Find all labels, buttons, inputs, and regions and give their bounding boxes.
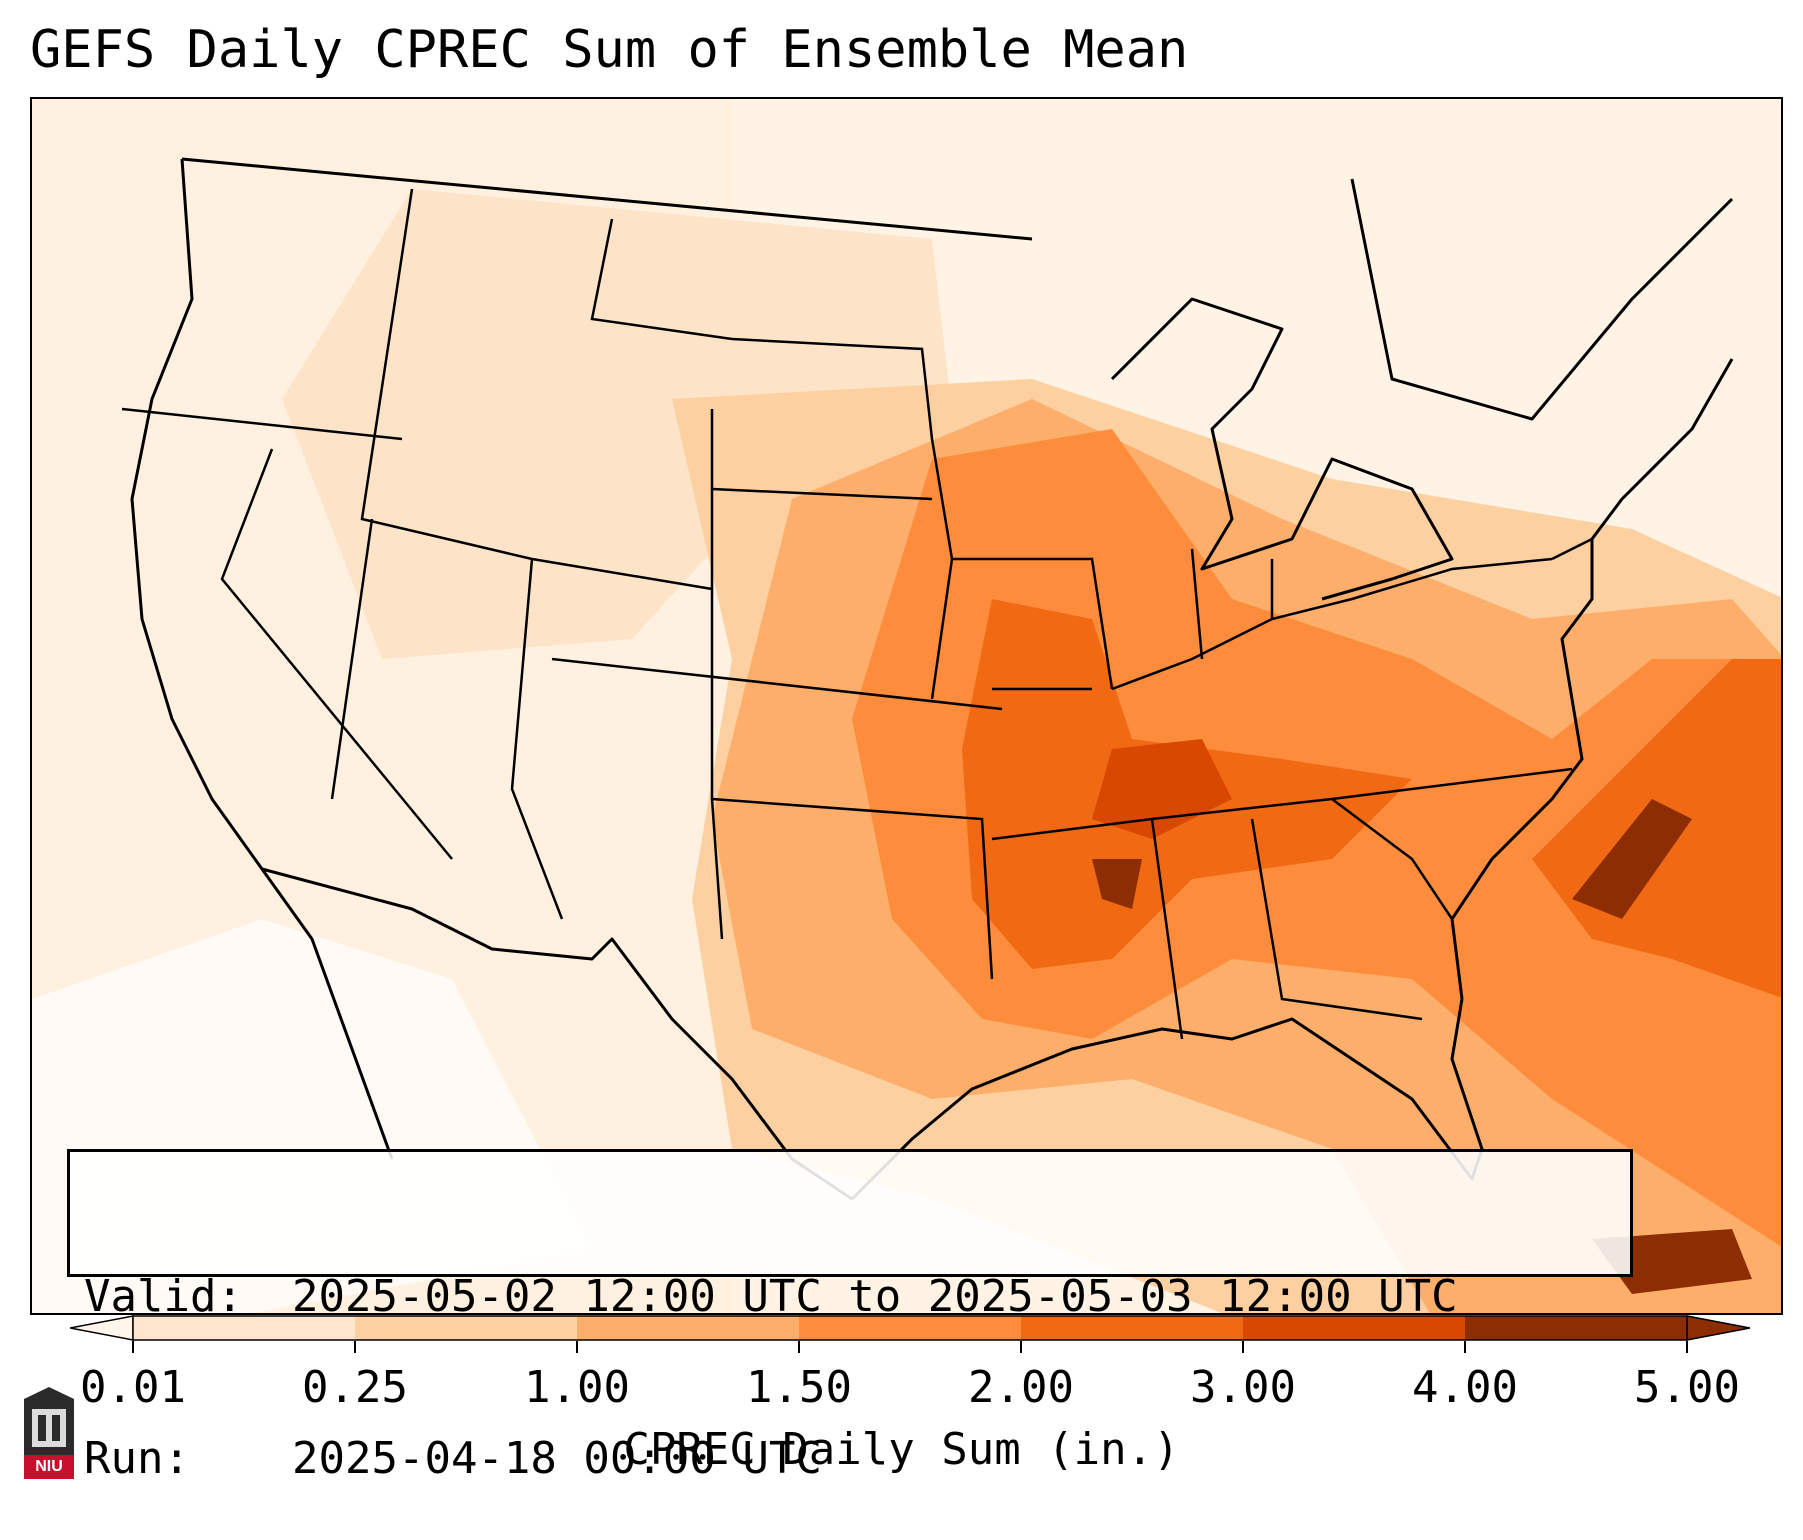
canada-border [181, 157, 1033, 241]
colorbar-segment [1243, 1316, 1466, 1340]
valid-run-info-box: Valid: 2025-05-02 12:00 UTC to 2025-05-03… [67, 1149, 1633, 1484]
colorbar-outline [132, 1315, 1688, 1341]
precip-field-plains [282, 189, 962, 659]
precipitation-map [30, 97, 1783, 1315]
colorbar-tick-label: 4.00 [1412, 1362, 1518, 1413]
run-label: Run: [84, 1433, 190, 1484]
map-canvas [32, 99, 1781, 1313]
colorbar-segment [1465, 1316, 1688, 1340]
valid-value: 2025-05-02 12:00 UTC to 2025-05-03 12:00… [292, 1271, 1458, 1322]
colorbar-tick-label: 5.00 [1634, 1362, 1740, 1413]
colorbar-tick-mark [1020, 1341, 1022, 1353]
colorbar-segment [133, 1316, 356, 1340]
run-value: 2025-04-18 00:00 UTC [292, 1433, 822, 1484]
colorbar-tick-mark [576, 1341, 578, 1353]
colorbar-tick-mark [354, 1341, 356, 1353]
state-borders [121, 188, 1593, 1040]
colorbar-tick-mark [132, 1341, 134, 1353]
colorbar-segment [1021, 1316, 1244, 1340]
colorbar-tick-label: 0.01 [80, 1362, 186, 1413]
colorbar-tick-label: 3.00 [1190, 1362, 1296, 1413]
colorbar-extend-min [70, 1315, 134, 1341]
colorbar [70, 1315, 1750, 1341]
colorbar-tick-mark [1686, 1341, 1688, 1353]
colorbar-tick-mark [1242, 1341, 1244, 1353]
niu-logo-icon [24, 1387, 74, 1479]
colorbar-tick-mark [1464, 1341, 1466, 1353]
valid-line: Valid: 2025-05-02 12:00 UTC to 2025-05-03… [84, 1270, 1616, 1324]
colorbar-tick-label: 0.25 [302, 1362, 408, 1413]
colorbar-extend-max [1686, 1315, 1750, 1341]
precip-max-mississippi [1092, 859, 1142, 909]
great-lakes-outline [1110, 297, 1454, 601]
page-title: GEFS Daily CPREC Sum of Ensemble Mean [30, 20, 1189, 80]
northeast-canada-border [1350, 178, 1734, 421]
west-coastline [130, 158, 394, 1160]
map-borders [130, 157, 1734, 1201]
colorbar-tick-mark [798, 1341, 800, 1353]
colorbar-tick-label: 1.50 [746, 1362, 852, 1413]
valid-label: Valid: [84, 1271, 243, 1322]
precip-max-atlantic [1572, 799, 1692, 919]
colorbar-label: CPREC Daily Sum (in.) [623, 1424, 1180, 1475]
east-coastline [1450, 358, 1734, 1000]
niu-logo-text: NIU [35, 1458, 63, 1475]
mexico-border [261, 867, 853, 1201]
colorbar-tick-label: 1.00 [524, 1362, 630, 1413]
colorbar-tick-label: 2.00 [968, 1362, 1074, 1413]
colorbar-segment [799, 1316, 1022, 1340]
run-line: Run: 2025-04-18 00:00 UTC [84, 1432, 1616, 1486]
colorbar-segment [577, 1316, 800, 1340]
colorbar-segment [355, 1316, 578, 1340]
